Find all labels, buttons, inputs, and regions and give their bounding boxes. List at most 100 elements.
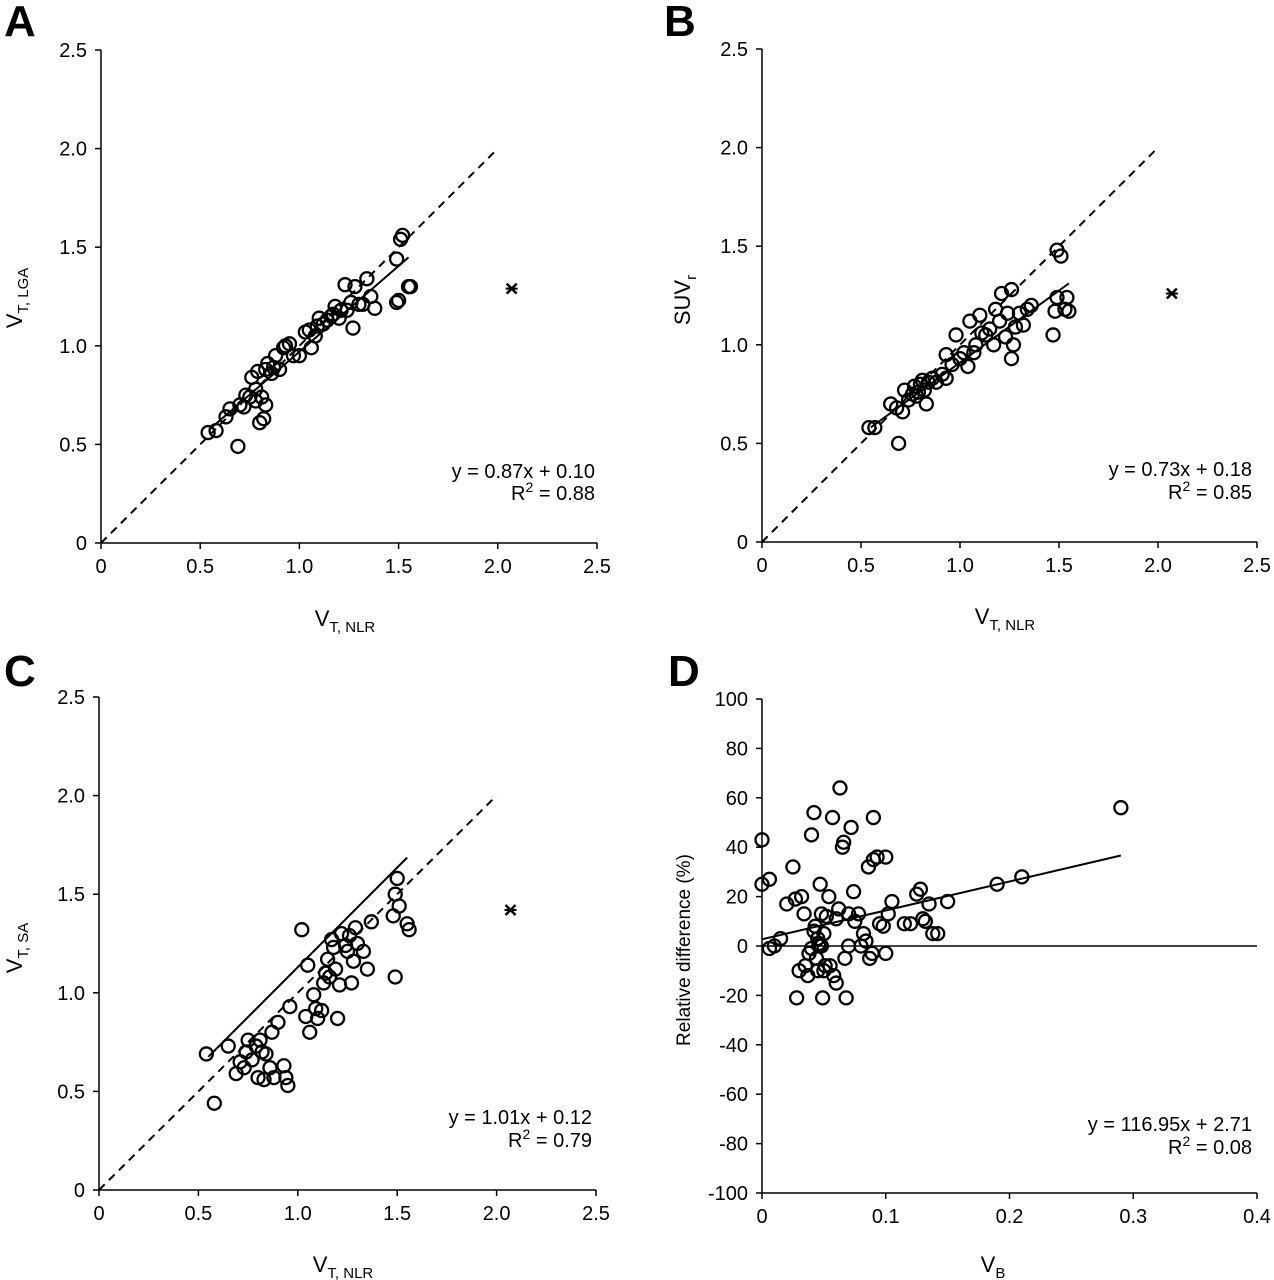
data-point	[310, 1010, 326, 1027]
outlier-marker	[1165, 287, 1178, 300]
data-point	[754, 832, 770, 848]
fit-equation: y = 0.87x + 0.10	[452, 461, 595, 483]
x-tick-label: 0	[756, 555, 767, 577]
data-point	[878, 849, 894, 865]
y-tick-label: 2.0	[59, 139, 87, 161]
identity-line	[761, 146, 1159, 543]
data-point	[329, 1010, 346, 1027]
y-tick-label: 0	[76, 533, 87, 555]
y-tick-label: 100	[715, 689, 748, 711]
x-tick-label: 2.0	[1144, 555, 1172, 577]
data-point	[806, 804, 822, 821]
data-point	[1003, 350, 1020, 367]
data-point	[930, 926, 946, 942]
data-point	[858, 933, 874, 949]
data-point	[865, 809, 882, 826]
data-point	[294, 922, 310, 938]
data-point	[347, 278, 363, 295]
data-point	[826, 967, 842, 984]
y-tick-label: -60	[719, 1084, 748, 1106]
data-point	[363, 914, 380, 930]
data-point	[875, 918, 891, 934]
data-point	[280, 1077, 296, 1094]
data-point	[258, 397, 274, 413]
data-point	[814, 990, 831, 1006]
x-tick-label: 2.5	[1243, 555, 1271, 577]
data-point	[388, 294, 405, 311]
y-tick-label: 0	[737, 532, 748, 554]
y-tick-label: 0.5	[59, 434, 87, 456]
identity-line	[98, 794, 498, 1191]
fit-equation: y = 0.73x + 0.18	[1109, 459, 1252, 481]
data-point	[972, 307, 988, 323]
x-tick-label: 2.0	[483, 1203, 511, 1225]
x-tick-label: 0.5	[184, 1203, 212, 1225]
data-point	[991, 313, 1008, 329]
data-point	[960, 358, 976, 375]
data-point	[391, 898, 407, 914]
x-tick-label: 2.0	[484, 556, 512, 578]
y-tick-label: 2.0	[57, 786, 85, 808]
data-point	[1005, 337, 1022, 353]
y-tick-label: 0.5	[57, 1081, 85, 1103]
data-point	[902, 916, 919, 932]
fit-r-squared: R2 = 0.79	[508, 1126, 592, 1152]
data-point	[306, 987, 322, 1003]
x-axis-label: VT, NLR	[313, 1252, 374, 1280]
data-point	[921, 896, 937, 912]
data-point	[843, 819, 859, 836]
y-tick-label: 2.0	[720, 138, 748, 160]
fit-equation: y = 1.01x + 0.12	[449, 1107, 592, 1129]
data-point	[331, 310, 347, 326]
y-tick-label: 0.5	[720, 433, 748, 455]
y-tick-label: 2.5	[59, 40, 87, 62]
y-axis-label: VT, LGA	[2, 268, 32, 329]
fit-r-squared: R2 = 0.88	[511, 479, 595, 505]
y-axis-label: SUVr	[670, 275, 700, 325]
data-point	[817, 958, 833, 974]
data-point	[300, 957, 316, 973]
fit-r-squared: R2 = 0.85	[1168, 478, 1252, 504]
panel-A: A 0 0.5 1.0 1.5 2.0 2.5 0 0.5 1.0 1.5 2.0 2.5 VT, NLR…	[2, 0, 611, 636]
data-point	[206, 1095, 222, 1111]
y-axis-label: VT, SA	[2, 923, 32, 974]
data-point	[811, 935, 827, 952]
data-point	[832, 780, 848, 796]
data-point	[989, 876, 1005, 892]
data-point	[319, 951, 336, 967]
data-point	[343, 975, 360, 991]
x-tick-label: 0	[93, 1203, 104, 1225]
data-point	[278, 1069, 294, 1086]
data-point	[813, 938, 830, 954]
data-point	[789, 990, 805, 1006]
data-point	[390, 292, 407, 309]
outlier-marker	[504, 904, 517, 916]
data-point	[254, 389, 270, 405]
data-point	[803, 827, 820, 843]
data-point	[925, 926, 941, 942]
data-point	[270, 1014, 286, 1031]
x-tick-label: 0	[756, 1206, 767, 1228]
data-point	[966, 345, 982, 361]
data-point	[917, 913, 933, 929]
data-point	[302, 1024, 318, 1040]
y-tick-label: 1.0	[57, 983, 85, 1005]
data-point	[838, 990, 854, 1006]
outlier-marker	[505, 282, 518, 295]
data-point	[402, 278, 419, 295]
data-point	[347, 920, 364, 936]
data-point	[285, 348, 302, 364]
y-tick-label: 1.5	[720, 236, 748, 258]
panel-letter-B: B	[664, 0, 696, 46]
data-point	[339, 302, 355, 318]
y-tick-label: -100	[708, 1183, 748, 1205]
data-point	[1015, 317, 1032, 333]
data-point	[387, 969, 403, 985]
data-point	[388, 251, 405, 267]
data-point	[271, 361, 288, 378]
data-point	[256, 1071, 272, 1088]
data-point	[847, 913, 863, 929]
data-point	[236, 1060, 252, 1076]
data-point	[291, 348, 308, 364]
y-tick-label: 0	[74, 1180, 85, 1202]
